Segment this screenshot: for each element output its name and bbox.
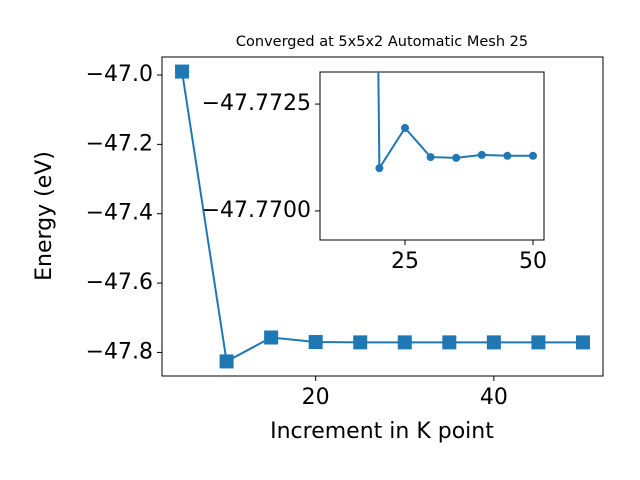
- x-axis-label: Increment in K point: [270, 419, 494, 444]
- y-axis-label: Energy (eV): [32, 151, 57, 281]
- marker: [175, 64, 190, 79]
- marker: [219, 354, 234, 369]
- plot-area: [175, 64, 590, 369]
- y-tick-label: −47.2: [86, 131, 153, 156]
- x-tick-label: 25: [391, 249, 419, 274]
- marker: [397, 335, 412, 350]
- marker: [264, 330, 279, 345]
- x-tick-label: 40: [480, 385, 508, 410]
- marker: [308, 335, 323, 350]
- marker: [575, 335, 590, 350]
- x-tick-label: 50: [519, 249, 547, 274]
- marker: [503, 151, 512, 160]
- marker: [477, 150, 486, 159]
- y-tick-label: −47.7725: [202, 91, 311, 116]
- line: [181, 71, 583, 363]
- y-tick-label: −47.8: [86, 339, 153, 364]
- y-tick-label: −47.4: [86, 201, 153, 226]
- marker: [452, 153, 461, 162]
- marker: [531, 335, 546, 350]
- marker: [528, 151, 537, 160]
- marker: [375, 164, 384, 173]
- plot-area: [375, 72, 537, 173]
- x-tick-label: 20: [302, 385, 330, 410]
- marker: [426, 153, 435, 162]
- y-tick-label: −47.7700: [202, 198, 311, 223]
- y-tick-label: −47.0: [86, 62, 153, 87]
- chart-title: Converged at 5x5x2 Automatic Mesh 25: [236, 34, 528, 50]
- marker: [486, 335, 501, 350]
- y-tick-label: −47.6: [86, 270, 153, 295]
- marker: [353, 335, 368, 350]
- line: [377, 72, 533, 172]
- marker: [400, 124, 409, 132]
- marker: [442, 335, 457, 350]
